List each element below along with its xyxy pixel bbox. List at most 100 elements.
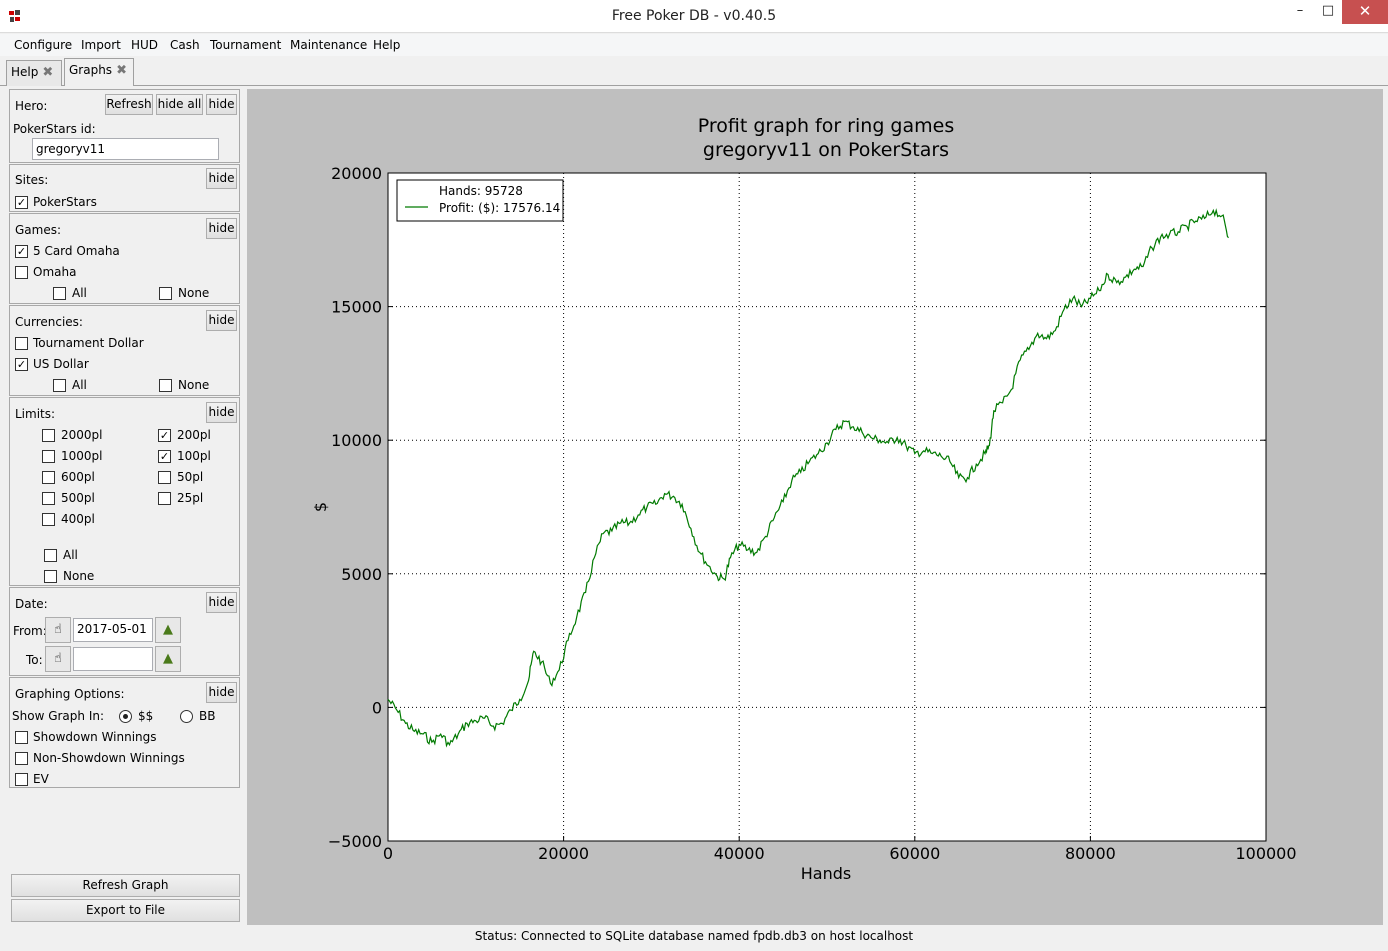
sites-label: Sites: xyxy=(15,173,49,187)
show-graph-in-label: Show Graph In: xyxy=(12,709,105,723)
hide-currencies-button[interactable]: hide xyxy=(206,310,237,331)
hide-hero-button[interactable]: hide xyxy=(206,94,237,115)
limits-none-checkbox[interactable] xyxy=(44,570,57,583)
from-calendar-icon[interactable]: ☝ xyxy=(45,617,71,643)
y-tick-label: −5000 xyxy=(328,832,382,851)
from-date-input[interactable]: 2017-05-01 xyxy=(73,618,153,642)
hero-label: Hero: xyxy=(15,99,48,113)
game-checkbox-omaha[interactable] xyxy=(15,266,28,279)
window-title: Free Poker DB - v0.40.5 xyxy=(611,8,777,24)
limit-label-50pl: 50pl xyxy=(177,470,204,484)
ev-checkbox[interactable] xyxy=(15,773,28,786)
non-showdown-winnings-checkbox[interactable] xyxy=(15,752,28,765)
export-to-file-button[interactable]: Export to File xyxy=(11,899,240,922)
plot-area xyxy=(387,172,1267,842)
y-tick-label: 0 xyxy=(372,698,382,717)
limit-checkbox-200pl[interactable]: ✓ xyxy=(158,429,171,442)
limit-label-1000pl: 1000pl xyxy=(61,449,103,463)
menu-cash[interactable]: Cash xyxy=(170,38,200,52)
hide-all-button[interactable]: hide all xyxy=(156,94,203,115)
currencies-section: Currencies: hide Tournament Dollar ✓ US … xyxy=(9,305,240,396)
x-tick-label: 20000 xyxy=(538,844,589,863)
close-window-button[interactable]: ✕ xyxy=(1342,0,1388,24)
maximize-button[interactable]: □ xyxy=(1321,3,1335,18)
chart-title: Profit graph for ring games xyxy=(698,115,954,137)
currency-checkbox-us-dollar[interactable]: ✓ xyxy=(15,358,28,371)
limit-checkbox-2000pl[interactable] xyxy=(42,429,55,442)
x-tick-label: 100000 xyxy=(1235,844,1296,863)
menu-hud[interactable]: HUD xyxy=(131,38,159,52)
ev-label: EV xyxy=(33,772,49,786)
games-none-checkbox[interactable] xyxy=(159,287,172,300)
games-all-checkbox[interactable] xyxy=(53,287,66,300)
graphing-options-section: Graphing Options: hide Show Graph In: $$… xyxy=(9,677,240,788)
menu-tournament[interactable]: Tournament xyxy=(210,38,282,52)
currencies-none-checkbox[interactable] xyxy=(159,379,172,392)
site-id-label: PokerStars id: xyxy=(13,122,96,136)
axis-ticks: 0 20000 40000 60000 80000 1000002000015000100… xyxy=(328,164,1297,863)
menu-configure[interactable]: Configure xyxy=(14,38,73,52)
limit-checkbox-500pl[interactable] xyxy=(42,492,55,505)
bb-radio[interactable] xyxy=(180,710,193,723)
showdown-winnings-checkbox[interactable] xyxy=(15,731,28,744)
y-tick-label: 15000 xyxy=(331,298,382,317)
games-none-label: None xyxy=(178,286,210,300)
limit-checkbox-400pl[interactable] xyxy=(42,513,55,526)
refresh-graph-button[interactable]: Refresh Graph xyxy=(11,874,240,897)
menu-import[interactable]: Import xyxy=(81,38,121,52)
grid xyxy=(388,173,1266,841)
to-date-input[interactable] xyxy=(73,647,153,671)
hide-games-button[interactable]: hide xyxy=(206,218,237,239)
hero-section: Hero: Refresh hide all hide PokerStars i… xyxy=(9,89,240,163)
close-tab-icon[interactable]: ✖ xyxy=(116,63,127,78)
refresh-button[interactable]: Refresh xyxy=(105,94,153,115)
legend: Hands: 95728 Profit: ($): 17576.14 xyxy=(396,179,564,222)
minimize-button[interactable]: – xyxy=(1296,3,1304,18)
tab-label: Graphs xyxy=(69,63,113,77)
limit-label-600pl: 600pl xyxy=(61,470,95,484)
tab-help[interactable]: Help ✖ xyxy=(6,60,62,86)
games-label: Games: xyxy=(15,223,62,237)
limits-all-checkbox[interactable] xyxy=(44,549,57,562)
limit-checkbox-100pl[interactable]: ✓ xyxy=(158,450,171,463)
currency-label-tournament-dollar: Tournament Dollar xyxy=(33,336,144,350)
limit-checkbox-50pl[interactable] xyxy=(158,471,171,484)
game-checkbox-5-card-omaha[interactable]: ✓ xyxy=(15,245,28,258)
game-label-omaha: Omaha xyxy=(33,265,77,279)
currency-checkbox-tournament-dollar[interactable] xyxy=(15,337,28,350)
clear-from-date-icon[interactable]: ▲ xyxy=(155,617,181,643)
limit-label-500pl: 500pl xyxy=(61,491,95,505)
hide-limits-button[interactable]: hide xyxy=(206,402,237,423)
limits-all-label: All xyxy=(63,548,78,562)
limit-checkbox-600pl[interactable] xyxy=(42,471,55,484)
close-tab-icon[interactable]: ✖ xyxy=(42,65,54,80)
to-calendar-icon[interactable]: ☝ xyxy=(45,646,71,672)
games-section: Games: hide ✓ 5 Card Omaha Omaha All Non… xyxy=(9,213,240,304)
status-bar: Status: Connected to SQLite database nam… xyxy=(474,929,914,943)
limit-checkbox-25pl[interactable] xyxy=(158,492,171,505)
tab-graphs[interactable]: Graphs ✖ xyxy=(64,58,134,86)
dollars-radio[interactable] xyxy=(119,710,132,723)
limit-label-400pl: 400pl xyxy=(61,512,95,526)
game-label-5-card-omaha: 5 Card Omaha xyxy=(33,244,120,258)
hide-sites-button[interactable]: hide xyxy=(206,168,237,189)
currencies-all-checkbox[interactable] xyxy=(53,379,66,392)
limit-checkbox-1000pl[interactable] xyxy=(42,450,55,463)
hide-date-button[interactable]: hide xyxy=(206,592,237,613)
hide-graphing-options-button[interactable]: hide xyxy=(206,682,237,703)
y-tick-label: 5000 xyxy=(341,565,382,584)
menu-maintenance[interactable]: Maintenance xyxy=(290,38,368,52)
clear-to-date-icon[interactable]: ▲ xyxy=(155,646,181,672)
limit-label-25pl: 25pl xyxy=(177,491,204,505)
legend-hands: Hands: 95728 xyxy=(439,184,523,198)
menu-help[interactable]: Help xyxy=(373,38,401,52)
y-axis-label: $ xyxy=(311,502,330,512)
to-label: To: xyxy=(26,653,43,667)
legend-box xyxy=(396,179,564,222)
site-checkbox-pokerstars[interactable]: ✓ xyxy=(15,196,28,209)
currency-label-us-dollar: US Dollar xyxy=(33,357,89,371)
x-tick-label: 0 xyxy=(383,844,393,863)
x-tick-label: 80000 xyxy=(1065,844,1116,863)
x-axis-label: Hands xyxy=(801,864,851,883)
player-name-input[interactable]: gregoryv11 xyxy=(32,138,219,160)
